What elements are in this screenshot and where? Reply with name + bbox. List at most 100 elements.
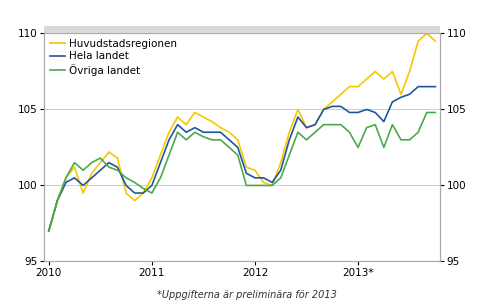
Övriga landet [244,184,249,187]
Övriga landet [424,111,430,114]
Övriga landet [226,146,232,149]
Hela landet [209,130,215,134]
Huvudstadsregionen [235,138,241,142]
Hela landet [407,92,412,96]
Huvudstadsregionen [355,85,361,88]
Hela landet [346,111,352,114]
Huvudstadsregionen [244,165,249,169]
Övriga landet [252,184,258,187]
Legend: Huvudstadsregionen, Hela landet, Övriga landet: Huvudstadsregionen, Hela landet, Övriga … [47,36,179,78]
Övriga landet [260,184,266,187]
Hela landet [132,191,138,195]
Hela landet [432,85,438,88]
Hela landet [235,146,241,149]
Hela landet [278,168,284,172]
Huvudstadsregionen [389,70,395,73]
Hela landet [295,115,301,119]
Övriga landet [183,138,189,142]
Övriga landet [329,123,335,126]
Övriga landet [338,123,344,126]
Huvudstadsregionen [192,111,198,114]
Huvudstadsregionen [226,130,232,134]
Övriga landet [415,130,421,134]
Huvudstadsregionen [97,161,103,164]
Övriga landet [287,153,292,157]
Hela landet [260,176,266,180]
Övriga landet [106,165,112,169]
Hela landet [381,120,387,123]
Hela landet [355,111,361,114]
Övriga landet [372,123,378,126]
Hela landet [398,95,404,99]
Övriga landet [89,161,95,164]
Huvudstadsregionen [115,156,121,160]
Huvudstadsregionen [381,77,387,81]
Huvudstadsregionen [140,191,146,195]
Övriga landet [123,176,129,180]
Övriga landet [278,176,284,180]
Övriga landet [381,146,387,149]
Huvudstadsregionen [149,176,155,180]
Hela landet [158,161,164,164]
Övriga landet [235,153,241,157]
Huvudstadsregionen [321,108,327,111]
Huvudstadsregionen [424,32,430,35]
Huvudstadsregionen [218,126,224,130]
Huvudstadsregionen [158,153,164,157]
Hela landet [149,184,155,187]
Övriga landet [54,199,60,202]
Hela landet [218,130,224,134]
Hela landet [389,100,395,104]
Övriga landet [432,111,438,114]
Hela landet [183,130,189,134]
Huvudstadsregionen [364,77,370,81]
Hela landet [123,184,129,187]
Hela landet [321,108,327,111]
Huvudstadsregionen [123,191,129,195]
Hela landet [364,108,370,111]
Övriga landet [269,184,275,187]
Hela landet [424,85,430,88]
Hela landet [372,111,378,114]
Hela landet [80,184,86,187]
Huvudstadsregionen [209,120,215,123]
Övriga landet [407,138,412,142]
Hela landet [97,168,103,172]
Huvudstadsregionen [46,229,52,233]
Huvudstadsregionen [278,161,284,164]
Hela landet [166,138,172,142]
Huvudstadsregionen [338,92,344,96]
Hela landet [269,181,275,184]
Huvudstadsregionen [175,115,181,119]
Övriga landet [72,161,78,164]
Line: Huvudstadsregionen: Huvudstadsregionen [49,33,435,231]
Övriga landet [303,138,309,142]
Huvudstadsregionen [287,130,292,134]
Huvudstadsregionen [398,92,404,96]
Hela landet [244,171,249,175]
Övriga landet [80,168,86,172]
Övriga landet [149,191,155,195]
Huvudstadsregionen [407,70,412,73]
Huvudstadsregionen [346,85,352,88]
Text: *Uppgifterna är preliminära för 2013: *Uppgifterna är preliminära för 2013 [157,290,337,300]
Hela landet [201,130,206,134]
Hela landet [115,165,121,169]
Huvudstadsregionen [72,165,78,169]
Huvudstadsregionen [415,39,421,43]
Huvudstadsregionen [201,115,206,119]
Huvudstadsregionen [80,191,86,195]
Övriga landet [175,130,181,134]
Övriga landet [218,138,224,142]
Hela landet [106,161,112,164]
Hela landet [415,85,421,88]
Hela landet [175,123,181,126]
Huvudstadsregionen [269,184,275,187]
Övriga landet [321,123,327,126]
Övriga landet [364,126,370,130]
Huvudstadsregionen [183,123,189,126]
Hela landet [192,126,198,130]
Huvudstadsregionen [132,199,138,202]
Övriga landet [355,146,361,149]
Huvudstadsregionen [295,108,301,111]
